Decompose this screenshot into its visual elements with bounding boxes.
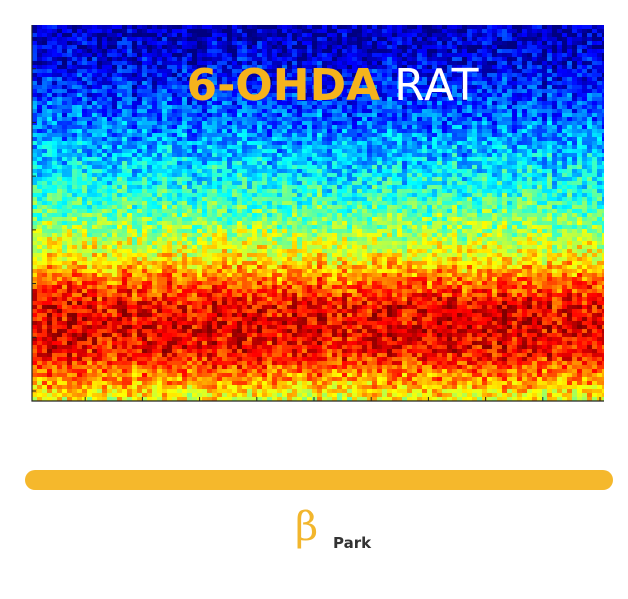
band-subscript: Park (333, 534, 372, 552)
spectrogram-cells (32, 25, 604, 401)
frequency-band-bar (25, 470, 613, 490)
beta-symbol: β (295, 504, 319, 550)
heading-bold: 6-OHDA (186, 60, 381, 111)
heading-light: RAT (394, 60, 480, 111)
chart-axes (31, 25, 604, 402)
chart-heading: 6-OHDA RAT (0, 60, 628, 112)
